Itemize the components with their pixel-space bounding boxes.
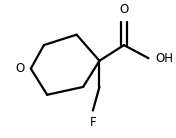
Text: OH: OH xyxy=(155,52,173,65)
Text: O: O xyxy=(119,3,129,16)
Text: O: O xyxy=(15,62,24,75)
Text: F: F xyxy=(90,116,96,129)
